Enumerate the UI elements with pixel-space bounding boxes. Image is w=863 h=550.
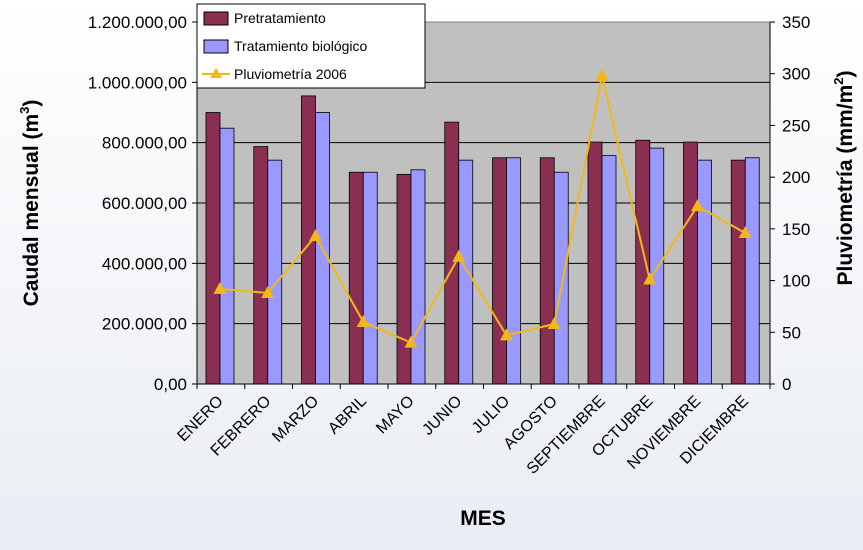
right-tick-label: 150 (782, 220, 810, 239)
rain-point (643, 272, 657, 285)
right-tick-label: 300 (782, 65, 810, 84)
left-tick-label: 800.000,00 (102, 134, 187, 153)
bar-tratamiento-biologico (506, 157, 521, 385)
legend-marker-pluviometria (210, 68, 222, 78)
bar-tratamiento-biologico (744, 157, 760, 385)
bar-pretratamiento (730, 159, 746, 385)
bar-pretratamiento (396, 173, 412, 385)
x-tick-label: JUNIO (419, 393, 465, 439)
x-tick-label: MARZO (269, 393, 322, 446)
legend: Pretratamiento Tratamiento biológico Plu… (196, 3, 426, 89)
left-axis-ticks: 0,00 200.000,00 400.000,00 600.000,00 800.00… (88, 13, 197, 394)
bar-pretratamiento (539, 157, 555, 385)
legend-swatch-tratamiento (203, 39, 229, 54)
y-right-axis-title-text: Pluviometría (mm/m (834, 85, 857, 286)
bar-pretratamiento (348, 171, 364, 385)
left-tick-label: 400.000,00 (102, 254, 187, 273)
bar-pretratamiento (444, 121, 460, 385)
bar-tratamiento-biologico (553, 171, 569, 385)
bar-pretratamiento (253, 146, 269, 385)
rain-point (738, 225, 752, 238)
bar-tratamiento-biologico (410, 169, 426, 385)
x-axis-title: MES (460, 507, 506, 530)
left-tick-label: 0,00 (154, 375, 187, 394)
left-tick-label: 600.000,00 (102, 194, 187, 213)
y-right-axis-title-sup: 2 (831, 78, 846, 85)
bar-tratamiento-biologico (697, 159, 712, 385)
bar-tratamiento-biologico (219, 127, 235, 385)
right-axis-ticks: 0 50 100 150 200 250 300 350 (770, 13, 810, 394)
y-left-axis-title-text: Caudal mensual (m (20, 114, 43, 307)
legend-label-pluviometria: Pluviometría 2006 (234, 66, 347, 82)
bar-tratamiento-biologico (458, 159, 474, 385)
legend-swatch-pretratamiento (203, 11, 229, 26)
right-tick-label: 50 (782, 323, 801, 342)
bar-pretratamiento (205, 112, 221, 385)
rain-point (547, 317, 561, 330)
rain-line (213, 68, 752, 348)
bar-pretratamiento (587, 141, 603, 385)
bar-pretratamiento (635, 139, 651, 385)
y-left-axis-title-end: ) (20, 100, 43, 107)
bar-pretratamiento (492, 157, 507, 385)
bar-pretratamiento (683, 141, 698, 385)
rain-point (309, 229, 322, 242)
legend-label-tratamiento: Tratamiento biológico (234, 38, 368, 54)
rain-point (500, 328, 513, 341)
rain-polyline (219, 75, 746, 344)
rain-point (691, 199, 704, 212)
rain-point (595, 68, 609, 81)
rain-point (261, 285, 275, 298)
y-right-axis-title-end: ) (834, 71, 857, 78)
right-tick-label: 100 (782, 272, 810, 291)
x-tick-label: ABRIL (325, 393, 370, 438)
rain-point (404, 335, 418, 348)
y-left-axis-title: Caudal mensual (m3) (17, 100, 43, 307)
bar-tratamiento-biologico (649, 147, 665, 385)
right-tick-label: 0 (782, 375, 791, 394)
rain-point (356, 314, 370, 327)
right-tick-label: 200 (782, 168, 810, 187)
x-tick-label: JULIO (469, 393, 513, 437)
legend-label-pretratamiento: Pretratamiento (234, 10, 326, 26)
y-right-axis-title: Pluviometría (mm/m2) (831, 71, 857, 286)
bar-tratamiento-biologico (601, 155, 617, 385)
y-left-axis-title-sup: 3 (17, 107, 32, 114)
rain-point (213, 281, 227, 294)
right-tick-label: 250 (782, 116, 810, 135)
x-tick-label: MAYO (373, 393, 418, 438)
left-tick-label: 200.000,00 (102, 315, 187, 334)
rain-point (452, 249, 466, 262)
left-tick-label: 1.000.000,00 (88, 73, 187, 92)
right-tick-label: 350 (782, 13, 810, 32)
left-tick-label: 1.200.000,00 (88, 13, 187, 32)
legend-box (196, 3, 426, 89)
bar-tratamiento-biologico (267, 159, 283, 385)
bar-tratamiento-biologico (362, 171, 378, 385)
